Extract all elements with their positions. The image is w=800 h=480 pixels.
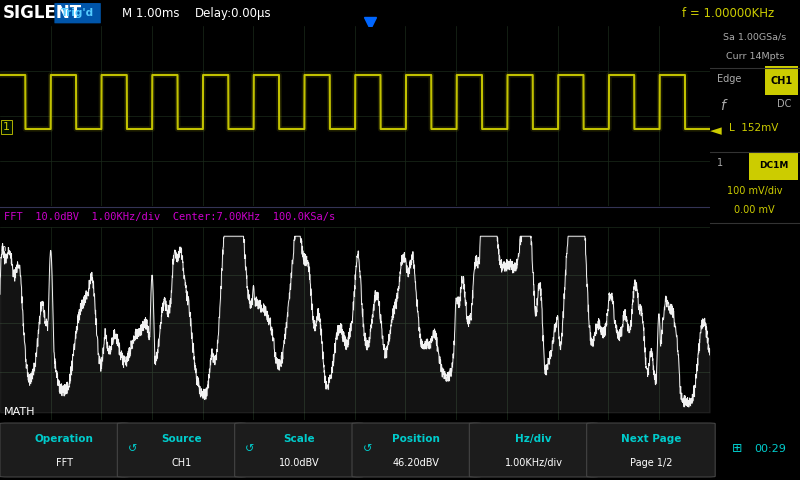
Text: DC: DC bbox=[777, 99, 791, 109]
Text: n: n bbox=[0, 244, 6, 253]
Text: Trig'd: Trig'd bbox=[61, 8, 94, 18]
Text: Scale: Scale bbox=[283, 434, 314, 444]
FancyBboxPatch shape bbox=[586, 423, 715, 477]
Text: f: f bbox=[721, 99, 726, 113]
FancyBboxPatch shape bbox=[750, 152, 798, 180]
Text: 1.00KHz/div: 1.00KHz/div bbox=[505, 458, 562, 468]
Text: 00:29: 00:29 bbox=[754, 444, 786, 454]
Text: L  152mV: L 152mV bbox=[730, 123, 779, 133]
Text: FFT: FFT bbox=[56, 458, 73, 468]
Text: MATH: MATH bbox=[3, 407, 35, 417]
FancyBboxPatch shape bbox=[234, 423, 363, 477]
Text: Source: Source bbox=[162, 434, 202, 444]
Text: M 1.00ms: M 1.00ms bbox=[122, 7, 180, 20]
Text: 1: 1 bbox=[717, 158, 723, 168]
FancyBboxPatch shape bbox=[765, 66, 798, 96]
FancyBboxPatch shape bbox=[54, 3, 101, 24]
Text: 100 mV/div: 100 mV/div bbox=[727, 186, 782, 196]
Text: CH1: CH1 bbox=[171, 458, 192, 468]
Text: FFT  10.0dBV  1.00KHz/div  Center:7.00KHz  100.0KSa/s: FFT 10.0dBV 1.00KHz/div Center:7.00KHz 1… bbox=[3, 213, 334, 223]
Text: f = 1.00000KHz: f = 1.00000KHz bbox=[682, 7, 774, 20]
Text: Page 1/2: Page 1/2 bbox=[630, 458, 672, 468]
Text: Sa 1.00GSa/s: Sa 1.00GSa/s bbox=[723, 32, 786, 41]
Text: SIGLENT: SIGLENT bbox=[3, 4, 82, 22]
Text: ↺: ↺ bbox=[128, 444, 137, 454]
Text: ◄: ◄ bbox=[710, 123, 722, 138]
FancyBboxPatch shape bbox=[0, 423, 129, 477]
Text: ⊞: ⊞ bbox=[732, 442, 743, 456]
Text: Operation: Operation bbox=[35, 434, 94, 444]
Text: ↺: ↺ bbox=[362, 444, 372, 454]
Text: 10.0dBV: 10.0dBV bbox=[278, 458, 319, 468]
Text: 46.20dBV: 46.20dBV bbox=[393, 458, 440, 468]
Text: Position: Position bbox=[392, 434, 440, 444]
Text: Curr 14Mpts: Curr 14Mpts bbox=[726, 52, 784, 61]
Text: 1: 1 bbox=[3, 122, 10, 132]
Text: Delay:0.00μs: Delay:0.00μs bbox=[194, 7, 271, 20]
Text: CH1: CH1 bbox=[770, 76, 793, 85]
FancyBboxPatch shape bbox=[352, 423, 481, 477]
Text: ↺: ↺ bbox=[245, 444, 254, 454]
Text: 0.00 mV: 0.00 mV bbox=[734, 205, 775, 216]
Text: DC1M: DC1M bbox=[759, 161, 789, 170]
Text: Hz/div: Hz/div bbox=[515, 434, 552, 444]
FancyBboxPatch shape bbox=[118, 423, 246, 477]
Text: Next Page: Next Page bbox=[621, 434, 681, 444]
FancyBboxPatch shape bbox=[470, 423, 598, 477]
Text: Edge: Edge bbox=[717, 73, 742, 84]
